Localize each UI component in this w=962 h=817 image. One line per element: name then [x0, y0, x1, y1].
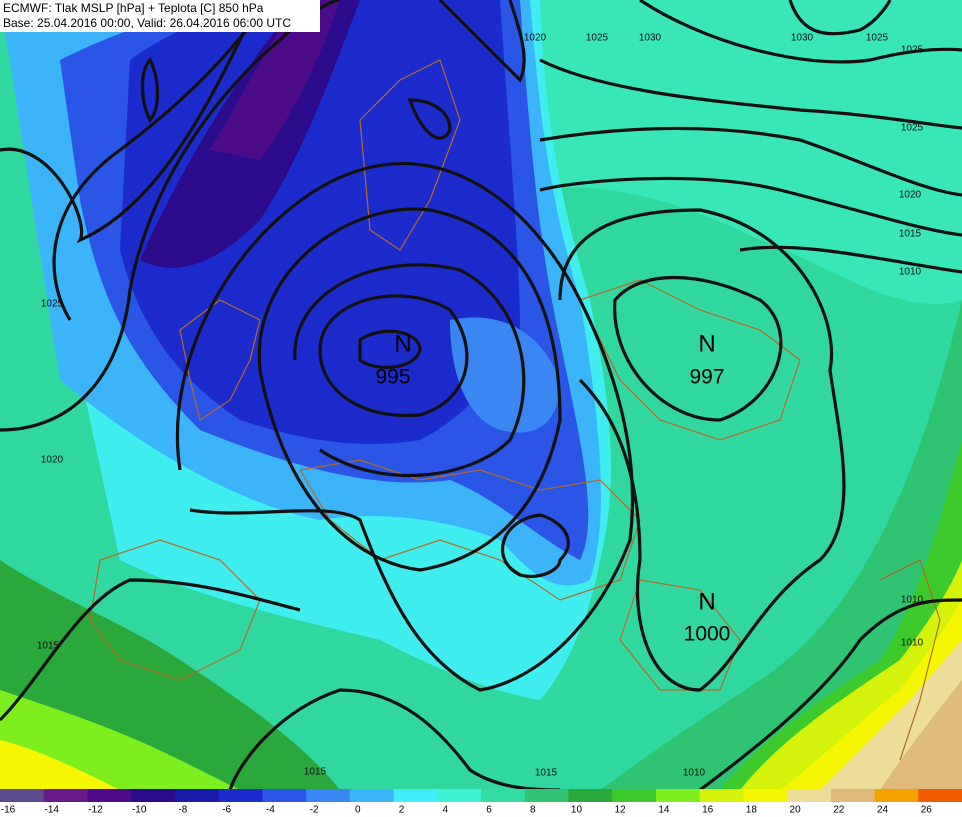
isobar-label: 1010	[901, 595, 924, 606]
colorbar: -16 -14 -12 -10 -8 -6 -4 -2 0 2 4 6 8 10 12 14 16 18 20 22 2…	[0, 789, 962, 817]
colorbar-label: 10	[571, 805, 583, 816]
isobar-label: 1020	[899, 190, 922, 201]
header-box	[0, 0, 320, 32]
isobars	[0, 0, 962, 792]
colorbar-swatch	[787, 789, 832, 802]
low-center-marker: N	[698, 330, 715, 357]
colorbar-swatch	[481, 789, 526, 802]
colorbar-label: 14	[658, 805, 670, 816]
colorbar-label: 24	[877, 805, 889, 816]
colorbar-swatch	[393, 789, 438, 802]
colorbar-swatch	[524, 789, 569, 802]
isobar-label: 1015	[304, 767, 327, 778]
colorbar-label: 12	[615, 805, 627, 816]
isobar-label: 1025	[586, 33, 609, 44]
colorbar-label: -4	[266, 805, 275, 816]
colorbar-swatch	[830, 789, 876, 802]
low-center-pressure: 995	[375, 366, 410, 389]
colorbar-swatch	[874, 789, 919, 802]
colorbar-label: 0	[355, 805, 361, 816]
isobar-label: 1025	[901, 123, 924, 134]
colorbar-swatch	[655, 789, 701, 802]
colorbar-label: 20	[790, 805, 802, 816]
borders	[89, 59, 941, 761]
colorbar-swatch	[174, 789, 220, 802]
colorbar-label: -2	[310, 805, 319, 816]
colorbar-label: -12	[88, 805, 103, 816]
colorbar-swatch	[437, 789, 482, 802]
colorbar-label: 18	[746, 805, 758, 816]
colorbar-swatch	[349, 789, 395, 802]
colorbar-swatch	[262, 789, 307, 802]
colorbar-swatch	[131, 789, 176, 802]
isobar-label: 1025	[901, 45, 924, 56]
colorbar-label: 22	[833, 805, 845, 816]
colorbar-label: 16	[702, 805, 714, 816]
colorbar-swatch	[612, 789, 657, 802]
isobar-label: 1010	[683, 768, 706, 779]
colorbar-swatch	[699, 789, 744, 802]
isobar-label: 1020	[41, 455, 64, 466]
labels: N 995 N 997 N 1000 1020 1025 1030 1030 1025 1025 102…	[37, 33, 924, 779]
isobar-label: 1030	[791, 33, 814, 44]
header-date: Base: 25.04.2016 00:00, Valid: 26.04.201…	[3, 16, 291, 30]
low-center-pressure: 997	[689, 366, 724, 389]
colorbar-label: -14	[45, 805, 60, 816]
colorbar-label: 4	[442, 805, 448, 816]
isobar-label: 1010	[899, 267, 922, 278]
colorbar-swatch	[43, 789, 88, 802]
colorbar-label: -16	[1, 805, 16, 816]
colorbar-swatch	[306, 789, 351, 802]
colorbar-label: -10	[132, 805, 147, 816]
temperature-field	[0, 0, 962, 790]
colorbar-label: 2	[399, 805, 405, 816]
colorbar-label: 8	[530, 805, 536, 816]
colorbar-swatch	[0, 789, 45, 802]
colorbar-label: 26	[921, 805, 933, 816]
low-center-marker: N	[394, 330, 411, 357]
low-center-marker: N	[698, 588, 715, 615]
isobar-label: 1025	[866, 33, 889, 44]
colorbar-label: -8	[178, 805, 187, 816]
isobar-label: 1015	[535, 768, 558, 779]
isobar-label: 1025	[41, 299, 64, 310]
isobar-label: 1015	[37, 641, 60, 652]
colorbar-swatch	[743, 789, 788, 802]
colorbar-swatch	[918, 789, 962, 802]
colorbar-swatch	[87, 789, 132, 802]
header-title: ECMWF: Tlak MSLP [hPa] + Teplota [C] 850…	[3, 1, 264, 15]
low-center-pressure: 1000	[684, 623, 731, 646]
isobar-label: 1015	[899, 229, 922, 240]
isobar-label: 1010	[901, 638, 924, 649]
isobar-label: 1030	[639, 33, 662, 44]
colorbar-swatch	[218, 789, 263, 802]
colorbar-label: 6	[486, 805, 492, 816]
colorbar-swatch	[568, 789, 613, 802]
isobar-label: 1020	[524, 33, 547, 44]
colorbar-label: -6	[222, 805, 231, 816]
